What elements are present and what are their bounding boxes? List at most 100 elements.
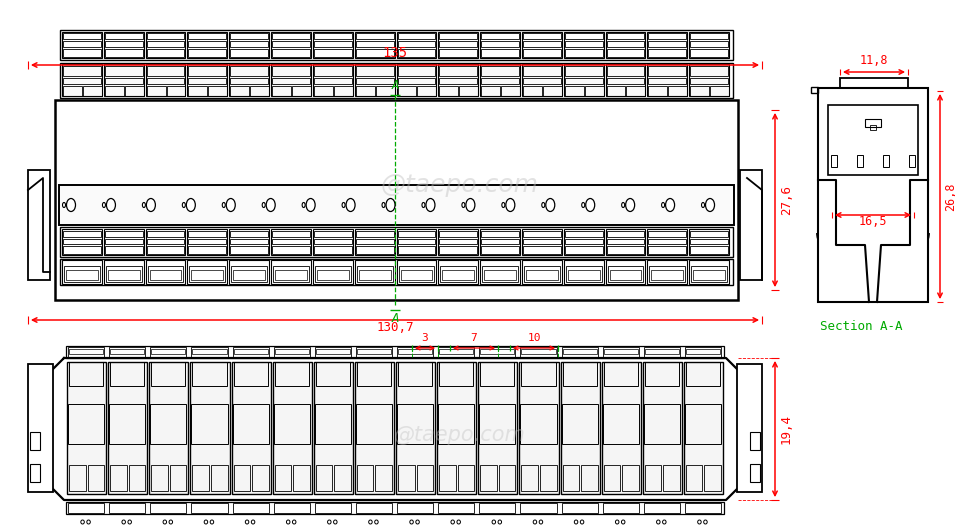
Bar xyxy=(232,404,268,444)
Bar xyxy=(439,239,478,244)
Text: 27,6: 27,6 xyxy=(780,185,793,215)
Ellipse shape xyxy=(226,198,235,212)
Bar xyxy=(110,362,144,386)
Bar xyxy=(316,349,350,354)
Bar xyxy=(397,231,435,237)
Bar xyxy=(883,155,889,167)
Bar xyxy=(314,239,351,244)
Bar xyxy=(481,86,500,96)
Bar xyxy=(317,270,349,280)
Bar xyxy=(355,362,394,494)
Ellipse shape xyxy=(585,198,595,212)
Bar xyxy=(355,78,393,84)
Bar xyxy=(416,465,434,491)
Bar xyxy=(62,260,102,284)
Bar xyxy=(230,78,268,84)
Bar xyxy=(438,32,478,58)
Bar xyxy=(479,503,516,513)
Text: 130,7: 130,7 xyxy=(376,321,414,334)
Ellipse shape xyxy=(386,198,395,212)
Bar xyxy=(147,49,184,57)
Ellipse shape xyxy=(210,520,214,524)
Bar xyxy=(397,78,435,84)
Bar xyxy=(690,41,728,47)
Bar xyxy=(397,49,435,57)
Bar xyxy=(523,86,541,96)
Bar xyxy=(188,239,226,244)
Text: 16,5: 16,5 xyxy=(859,215,887,228)
Ellipse shape xyxy=(698,520,701,524)
Bar xyxy=(275,362,308,386)
Text: 19,4: 19,4 xyxy=(780,414,793,444)
Bar xyxy=(110,465,127,491)
Bar xyxy=(150,347,186,357)
Ellipse shape xyxy=(307,198,315,212)
Bar xyxy=(521,465,538,491)
Bar xyxy=(192,362,226,386)
Bar xyxy=(501,86,520,96)
Bar xyxy=(355,246,393,254)
Bar xyxy=(232,347,268,357)
Bar xyxy=(438,503,475,513)
Bar xyxy=(606,41,645,47)
Bar xyxy=(482,266,518,282)
Bar xyxy=(645,465,661,491)
Bar xyxy=(690,229,729,255)
Bar xyxy=(292,86,311,96)
Bar xyxy=(522,64,562,96)
Bar xyxy=(604,349,638,354)
Bar xyxy=(274,404,309,444)
Bar xyxy=(147,231,184,237)
Bar xyxy=(63,41,101,47)
Ellipse shape xyxy=(81,520,84,524)
Text: A: A xyxy=(392,79,399,92)
Bar xyxy=(150,404,186,444)
Bar xyxy=(314,78,351,84)
Bar xyxy=(354,64,394,96)
Bar xyxy=(481,41,519,47)
Bar xyxy=(397,86,416,96)
Bar xyxy=(314,231,351,237)
Bar xyxy=(523,49,561,57)
Bar xyxy=(316,362,350,386)
Ellipse shape xyxy=(426,198,435,212)
Bar xyxy=(520,362,559,494)
Bar xyxy=(145,260,185,284)
Ellipse shape xyxy=(62,203,66,207)
Bar xyxy=(63,66,101,76)
Bar xyxy=(606,239,645,244)
Bar xyxy=(480,32,520,58)
Bar xyxy=(417,86,436,96)
Bar xyxy=(315,503,350,513)
Bar xyxy=(480,349,515,354)
Bar xyxy=(648,246,687,254)
Bar xyxy=(357,465,373,491)
Bar xyxy=(355,66,393,76)
Bar xyxy=(397,41,435,47)
Bar xyxy=(232,503,268,513)
Ellipse shape xyxy=(662,203,665,207)
Bar xyxy=(55,100,738,300)
Bar xyxy=(272,78,309,84)
Bar xyxy=(105,33,142,39)
Bar xyxy=(105,246,142,254)
Bar xyxy=(606,78,645,84)
Bar xyxy=(438,229,478,255)
Bar xyxy=(60,30,733,60)
Bar xyxy=(564,239,603,244)
Ellipse shape xyxy=(501,203,505,207)
Bar xyxy=(437,362,477,494)
Bar xyxy=(30,464,40,482)
Bar xyxy=(645,349,679,354)
Bar xyxy=(315,347,350,357)
Bar xyxy=(705,465,721,491)
Bar xyxy=(644,503,680,513)
Bar xyxy=(230,246,268,254)
Ellipse shape xyxy=(122,520,125,524)
Ellipse shape xyxy=(456,520,460,524)
Ellipse shape xyxy=(346,198,355,212)
Bar xyxy=(150,270,181,280)
Bar xyxy=(690,32,729,58)
Bar xyxy=(831,155,837,167)
Bar xyxy=(398,266,435,282)
